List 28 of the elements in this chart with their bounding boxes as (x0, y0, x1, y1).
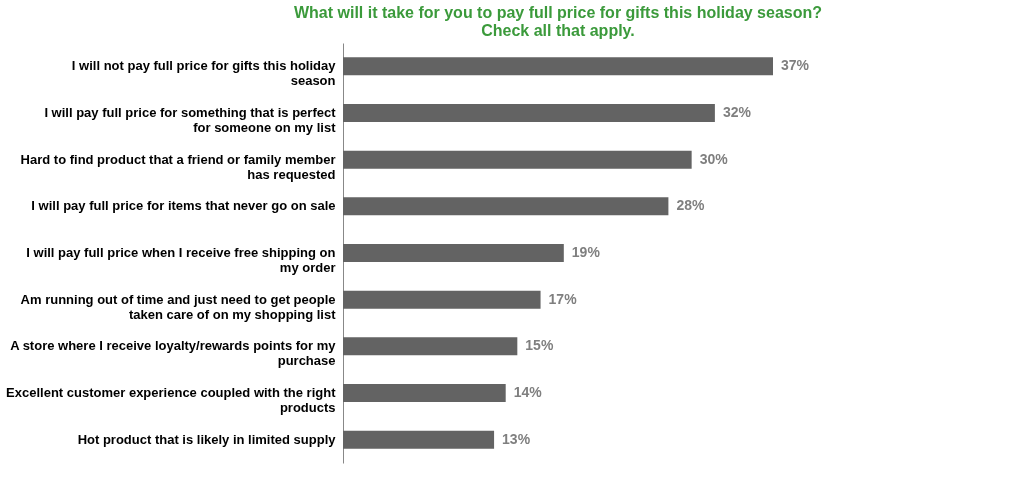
y-tick-label: Hot product that is likely in limited supply (77, 431, 337, 447)
bar (343, 197, 669, 216)
data-label: 17% (548, 290, 578, 307)
y-tick-label: Hard to find product that a friend or family member has requested (20, 151, 336, 182)
data-label: 14% (513, 384, 543, 400)
data-label: 13% (502, 430, 531, 447)
y-tick-label: Excellent customer experience coupled with the right products (6, 385, 337, 415)
chart-title: What will it take for you to pay full price for gifts this holiday season? Check all that apply. (293, 4, 823, 39)
bar (343, 337, 518, 356)
data-label: 15% (525, 337, 554, 354)
bar (343, 384, 506, 402)
bar (343, 244, 564, 262)
data-label: 30% (699, 150, 729, 167)
y-tick-label: I will pay full price when I receive free shipping on my order (26, 245, 336, 275)
bar (343, 57, 773, 76)
y-tick-label: I will pay full price for items that never go on sale (31, 198, 336, 214)
bar (343, 430, 495, 449)
y-tick-label: I will pay full price for something that is perfect for someone on my list (44, 105, 337, 135)
data-label: 28% (676, 197, 705, 214)
y-tick-label: Am running out of time and just need to get people taken care of on my shopping list (20, 291, 337, 322)
data-label: 32% (722, 104, 752, 120)
bar (343, 290, 541, 309)
bar (343, 104, 715, 122)
data-label: 37% (781, 57, 810, 74)
bar (343, 150, 692, 169)
y-tick-label: A store where I receive loyalty/rewards points for my purchase (10, 338, 337, 369)
y-tick-label: I will not pay full price for gifts this holiday season (71, 58, 337, 89)
data-label: 19% (571, 244, 601, 260)
